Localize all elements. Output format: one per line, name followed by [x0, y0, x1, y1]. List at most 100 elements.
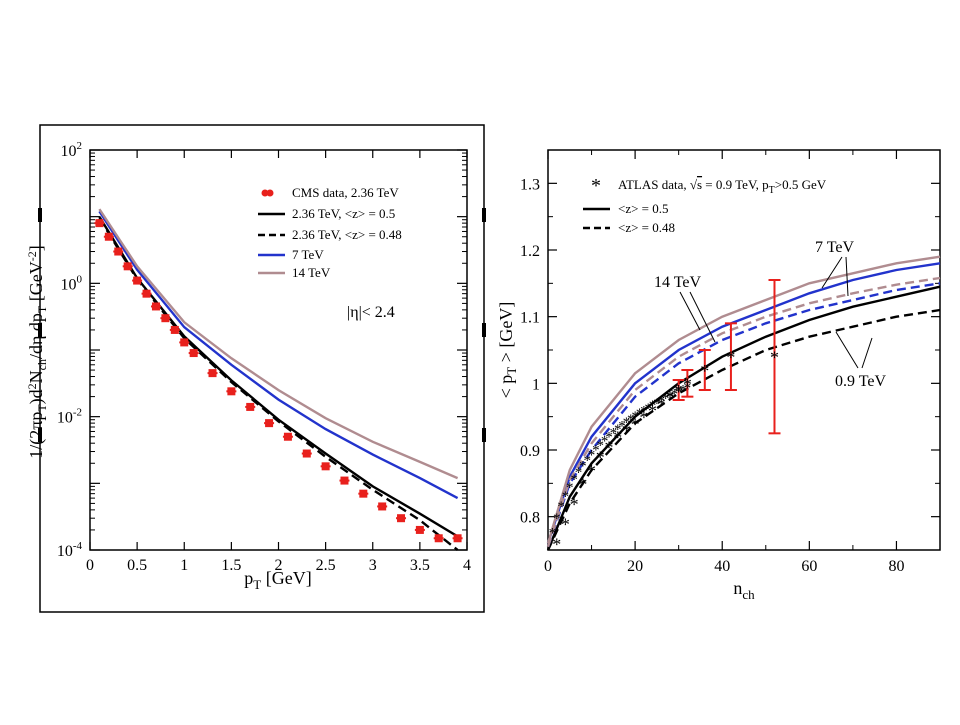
atlas-data-point-dense: *: [570, 472, 578, 488]
right-series-line-6: [546, 276, 941, 548]
atlas-data-point-dense: *: [666, 389, 674, 405]
right-ticks: 0 20 40 60 80 0.8 0.9 1 1.1 1.2 1.3: [520, 150, 940, 575]
right-panel: 0 20 40 60 800.80.911.11.21.3 ****** * * * * * * * *…: [496, 149, 941, 602]
right-y-tick-label: 1: [532, 376, 540, 393]
left-points: [94, 219, 463, 543]
atlas-data-point-dense: *: [557, 499, 565, 515]
legend-label-1: 2.36 TeV, <z> = 0.5: [292, 206, 395, 221]
atlas-data-point: *: [700, 361, 709, 381]
left-x-tick-label: 3.5: [410, 557, 430, 574]
left-legend: CMS data, 2.36 TeV 2.36 TeV, <z> = 0.5 2…: [258, 185, 402, 280]
eta-annotation: |η|< 2.4: [347, 304, 395, 321]
atlas-data-point: *: [674, 381, 683, 401]
frame-mark: [482, 323, 486, 337]
right-series-line-1: [546, 285, 941, 551]
legend-label-2: 2.36 TeV, <z> = 0.48: [292, 227, 402, 242]
atlas-data-point: *: [578, 474, 587, 494]
atlas-data-point: *: [622, 421, 631, 441]
arrow-7tev-a: [821, 256, 843, 289]
right-legend-label-1: <z> = 0.5: [618, 201, 669, 216]
left-x-tick-label: 4: [463, 557, 471, 574]
right-y-tick-label: 1.1: [520, 310, 540, 327]
frame-mark: [482, 208, 486, 222]
left-y-tick-label: 10-2: [57, 407, 82, 427]
atlas-data-point-dense: *: [618, 418, 626, 434]
right-x-tick-label: 60: [801, 558, 817, 575]
atlas-data-point-dense: *: [636, 406, 644, 422]
legend-marker-cms: [261, 189, 269, 197]
atlas-data-point-dense: *: [631, 409, 639, 425]
atlas-data-point-dense: *: [640, 403, 648, 419]
right-x-tick-label: 80: [888, 558, 904, 575]
left-x-tick-label: 1: [180, 557, 188, 574]
legend-label-0: CMS data, 2.36 TeV: [292, 185, 399, 200]
arrow-09tev-b: [861, 337, 873, 369]
legend-marker-cms-2: [266, 189, 274, 197]
frame-mark: [482, 428, 486, 442]
atlas-data-point: *: [587, 461, 596, 481]
atlas-data-point: *: [570, 494, 579, 514]
atlas-data-point-dense: *: [623, 415, 631, 431]
atlas-data-point-dense: *: [610, 426, 618, 442]
right-x-label: nch: [733, 578, 755, 602]
right-legend-label-2: <z> = 0.48: [618, 220, 675, 235]
atlas-data-point: *: [631, 414, 640, 434]
atlas-data-point-dense: *: [679, 383, 687, 399]
right-series-line-3: [546, 262, 941, 544]
arrow-14tev-a: [679, 291, 701, 331]
right-series-line-5: [546, 255, 941, 544]
left-y-label: 1/(2πpT)d2Nch/dη dpT [GeV-2]: [25, 245, 49, 459]
left-panel-frame: [39, 124, 485, 613]
atlas-data-point-dense: *: [649, 398, 657, 414]
annot-14tev: 14 TeV: [654, 274, 701, 291]
right-legend: * ATLAS data, √s = 0.9 TeV, pT>0.5 GeV <…: [583, 175, 827, 235]
atlas-data-point-dense: *: [592, 443, 600, 459]
right-points: ****** * * * * * * * * * *** **********************…: [549, 279, 781, 554]
left-series-line-4: [98, 208, 459, 480]
atlas-data-point: *: [683, 374, 692, 394]
left-x-tick-label: 1.5: [221, 557, 241, 574]
atlas-data-point-dense: *: [579, 459, 587, 475]
right-y-tick-label: 0.9: [520, 443, 540, 460]
atlas-data-point-dense: *: [662, 391, 670, 407]
frame-mark: [38, 323, 42, 337]
atlas-data-point-dense: *: [597, 438, 605, 454]
atlas-data-point-dense: *: [653, 396, 661, 412]
arrow-7tev-b: [845, 256, 849, 297]
right-y-tick-label: 1.2: [520, 243, 540, 260]
left-plot-frame: [89, 149, 468, 551]
atlas-data-point: *: [596, 448, 605, 468]
left-y-tick-label: 102: [61, 140, 83, 160]
atlas-data-point-dense: *: [575, 465, 583, 481]
atlas-data-point: *: [770, 348, 779, 368]
atlas-data-point-dense: *: [627, 412, 635, 428]
atlas-data-point-dense: *: [605, 429, 613, 445]
atlas-data-point: *: [613, 428, 622, 448]
atlas-data-point-dense: *: [644, 401, 652, 417]
atlas-data-point: *: [552, 534, 561, 554]
left-ticks: 0 0.5 1 1.5 2 2.5 3 3.5 4 10-4 10-2 100 102: [38, 140, 486, 574]
right-x-tick-label: 40: [714, 558, 730, 575]
atlas-data-point-dense: *: [671, 387, 679, 403]
atlas-data-point-dense: *: [684, 381, 692, 397]
atlas-data-point-dense: *: [549, 525, 557, 541]
atlas-data-point-dense: *: [588, 447, 596, 463]
annot-7tev: 7 TeV: [815, 239, 854, 256]
left-y-tick-label: 10-4: [57, 540, 83, 560]
right-x-tick-label: 20: [627, 558, 643, 575]
right-series-line-2: [546, 308, 941, 551]
left-x-tick-label: 3: [369, 557, 377, 574]
legend-label-4: 14 TeV: [292, 265, 331, 280]
atlas-data-point: *: [604, 438, 613, 458]
frame-mark: [38, 428, 42, 442]
left-x-tick-label: 0.5: [127, 557, 147, 574]
arrow-14tev-b: [689, 291, 716, 343]
left-x-label: pT [GeV]: [244, 568, 311, 592]
atlas-data-point-dense: *: [553, 511, 561, 527]
right-y-label: < pT > [GeV]: [496, 302, 519, 399]
atlas-data-point: *: [648, 401, 657, 421]
right-x-tick-label: 0: [544, 558, 552, 575]
right-y-tick-label: 1.3: [520, 176, 540, 193]
legend-marker-atlas: *: [591, 175, 601, 197]
